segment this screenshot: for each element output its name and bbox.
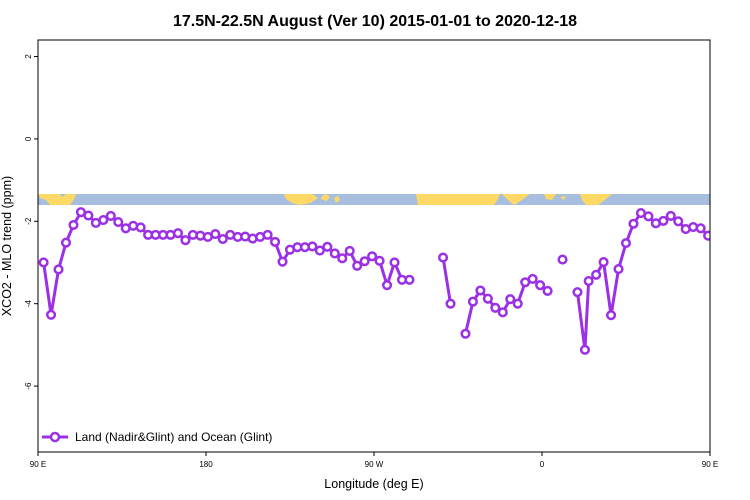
data-point (591, 269, 602, 280)
data-point (60, 237, 72, 248)
x-tick-label: 90 E (30, 460, 46, 469)
data-point (262, 229, 273, 240)
data-point (314, 245, 325, 256)
ocean-strip (38, 194, 710, 205)
data-point (83, 210, 94, 221)
land-shape (334, 196, 340, 203)
data-point (628, 218, 639, 229)
data-point (695, 223, 706, 234)
data-point (307, 241, 318, 252)
data-point (359, 256, 370, 267)
data-point (658, 215, 669, 226)
data-point (535, 280, 546, 291)
data-point (557, 254, 568, 265)
data-point (497, 307, 508, 318)
data-point (583, 275, 594, 287)
data-point (620, 238, 632, 249)
land-shape (284, 194, 318, 205)
data-point (467, 296, 478, 307)
data-point (352, 260, 363, 271)
legend-marker (49, 431, 61, 443)
land-shape (580, 194, 612, 205)
x-axis-ticks: 90 E 180 90 W 0 90 E (30, 452, 718, 469)
land-shape (560, 196, 566, 200)
data-point (703, 230, 710, 241)
data-point (665, 210, 676, 221)
data-point (135, 222, 146, 233)
land-shape (38, 194, 76, 205)
series-layer (38, 207, 710, 355)
land-shape (544, 194, 556, 200)
series-line (441, 257, 453, 304)
data-point (542, 285, 553, 296)
data-point (673, 216, 684, 227)
data-point (46, 309, 57, 320)
data-point (374, 255, 385, 266)
data-point (270, 236, 281, 247)
legend: Land (Nadir&Glint) and Ocean (Glint) (42, 430, 272, 444)
land-shape (502, 194, 530, 205)
land-shape (416, 194, 500, 205)
data-point (53, 264, 64, 275)
data-point (482, 293, 493, 304)
data-point (572, 287, 583, 298)
data-point (38, 257, 49, 268)
data-point (445, 298, 456, 309)
y-tick-label: -4 (24, 300, 33, 308)
data-point (329, 248, 340, 259)
data-point (643, 211, 654, 222)
data-point (344, 245, 355, 256)
data-point (277, 256, 288, 267)
y-tick-label: -2 (24, 217, 33, 225)
data-point (460, 328, 471, 339)
data-point (505, 294, 516, 305)
x-tick-label: 90 W (365, 460, 384, 469)
data-point (217, 233, 228, 245)
y-axis-ticks: 2 0 -2 -4 -6 (24, 54, 38, 390)
data-point (180, 235, 191, 246)
x-tick-label: 0 (540, 460, 545, 469)
data-point (98, 214, 109, 226)
land-ocean-strip (38, 194, 710, 205)
x-axis-label: Longitude (deg E) (324, 477, 423, 491)
data-point (68, 219, 79, 231)
y-tick-label: 2 (24, 54, 33, 59)
x-tick-label: 90 E (702, 460, 718, 469)
data-point (527, 273, 538, 285)
land-shape (321, 194, 330, 201)
y-tick-label: 0 (24, 136, 33, 141)
x-tick-label: 180 (199, 460, 213, 469)
data-point (322, 241, 333, 252)
data-point (475, 285, 486, 296)
data-point (606, 310, 617, 321)
data-point (598, 257, 609, 268)
series-line (575, 211, 710, 352)
data-point (382, 280, 393, 291)
y-axis-label: XCO2 - MLO trend (ppm) (0, 176, 14, 316)
data-point (438, 252, 449, 263)
data-point (210, 229, 221, 240)
data-point (337, 253, 348, 264)
y-tick-label: -6 (24, 382, 33, 390)
chart-title: 17.5N-22.5N August (Ver 10) 2015-01-01 t… (173, 13, 577, 30)
data-point (490, 302, 501, 313)
data-point (579, 344, 590, 355)
data-point (113, 217, 124, 228)
data-point (172, 228, 184, 239)
data-point (389, 257, 400, 268)
data-point (367, 251, 378, 262)
data-point (105, 210, 116, 221)
data-point (613, 264, 624, 275)
data-point (404, 274, 415, 285)
data-point (512, 298, 523, 309)
legend-label: Land (Nadir&Glint) and Ocean (Glint) (75, 430, 272, 444)
